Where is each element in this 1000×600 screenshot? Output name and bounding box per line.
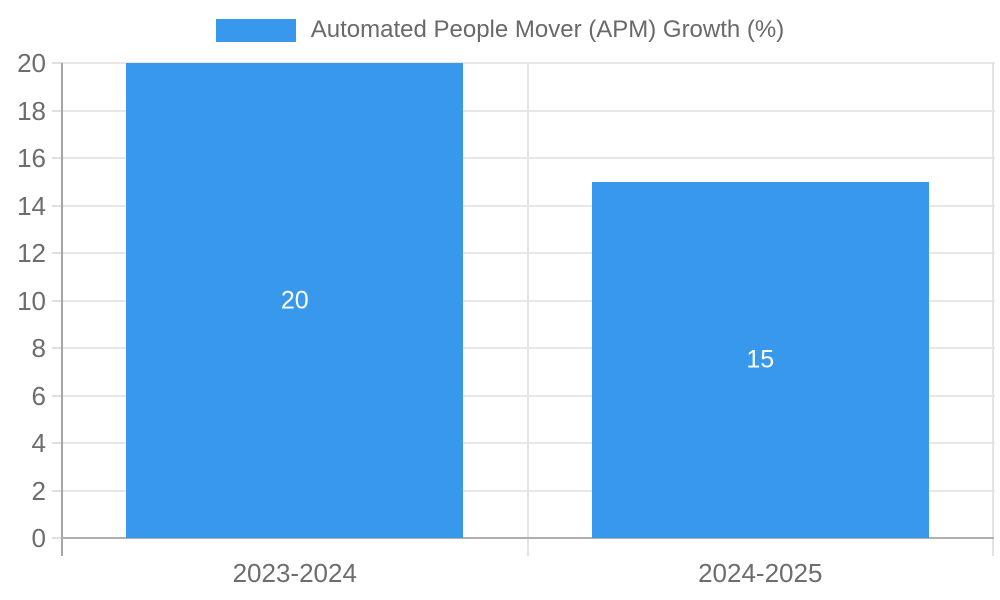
legend-swatch-icon	[215, 18, 296, 42]
y-axis	[61, 63, 63, 556]
y-axis-tick-label: 8	[31, 333, 46, 363]
gridline	[62, 204, 995, 207]
y-axis-tick-label: 6	[31, 380, 46, 411]
gridline	[992, 63, 994, 556]
y-axis-tick	[52, 157, 62, 159]
y-axis-tick	[52, 394, 62, 397]
gridline	[62, 62, 995, 64]
y-axis-tick-label: 12	[17, 238, 46, 268]
y-axis-tick-label: 2	[31, 475, 46, 506]
gridline	[62, 442, 995, 444]
legend-label: Automated People Mover (APM) Growth (%)	[310, 16, 785, 43]
bar-value-label: 15	[746, 345, 775, 374]
y-axis-tick-label: 20	[17, 48, 46, 78]
y-axis-tick	[52, 489, 62, 492]
bar[interactable]	[126, 63, 464, 538]
bar[interactable]	[591, 181, 929, 538]
legend[interactable]: Automated People Mover (APM) Growth (%)	[0, 17, 1000, 43]
gridline	[62, 252, 995, 254]
y-axis-tick	[52, 109, 62, 112]
y-axis-tick	[52, 347, 62, 349]
bar-value-label: 20	[280, 286, 309, 314]
y-axis-tick-label: 10	[17, 285, 46, 316]
x-axis-tick-label: 2023-2024	[232, 558, 357, 588]
gridline	[62, 489, 995, 492]
x-axis	[61, 537, 994, 539]
y-axis-tick-label: 14	[17, 190, 46, 221]
y-axis-tick	[52, 252, 62, 254]
y-axis-tick-label: 4	[31, 428, 46, 458]
x-axis-tick-label: 2024-2025	[698, 558, 823, 588]
y-axis-tick	[52, 62, 62, 64]
gridline	[62, 347, 995, 349]
y-axis-tick-label: 16	[17, 143, 46, 173]
gridline	[62, 109, 995, 112]
y-axis-tick	[52, 204, 62, 207]
y-axis-tick	[52, 442, 62, 444]
gridline	[62, 394, 995, 397]
y-axis-tick-label: 0	[31, 523, 46, 553]
y-axis-tick	[52, 299, 62, 302]
gridline	[62, 157, 995, 159]
gridline	[526, 63, 529, 556]
y-axis-tick	[52, 537, 62, 539]
y-axis-tick-label: 18	[17, 95, 46, 126]
gridline	[62, 299, 995, 302]
